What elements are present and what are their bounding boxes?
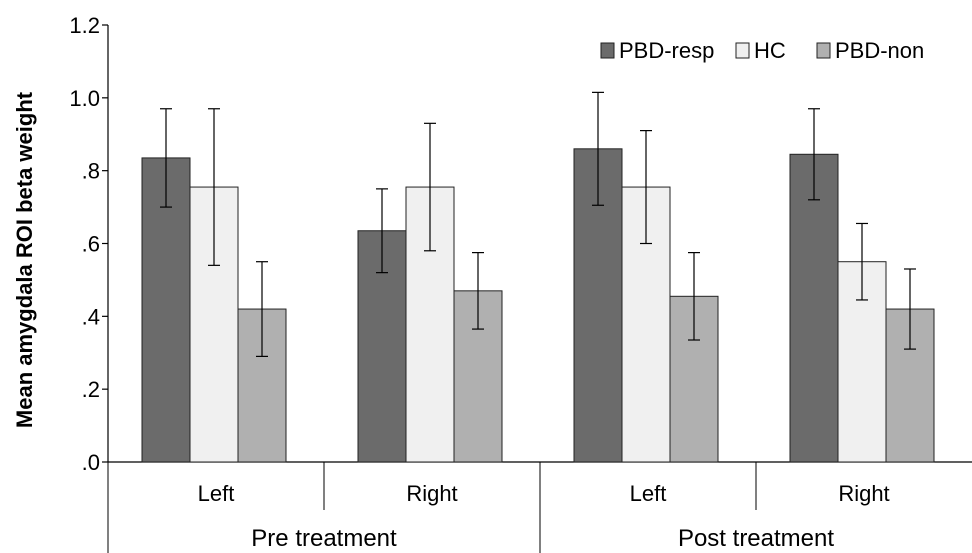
legend-swatch-pbd-resp	[600, 42, 615, 59]
y-axis-title: Mean amygdala ROI beta weight	[12, 91, 37, 428]
x-category-label: Right	[406, 481, 457, 506]
x-category-label: Left	[198, 481, 235, 506]
bar-pbd-resp	[141, 157, 191, 463]
y-tick-label: 1.0	[69, 86, 100, 111]
y-tick-label: .4	[82, 304, 100, 329]
bars	[141, 148, 935, 463]
x-category-label: Right	[838, 481, 889, 506]
y-tick-label: .0	[82, 450, 100, 475]
x-group-label: Pre treatment	[251, 525, 397, 552]
bar-pbd-resp	[789, 153, 839, 463]
error-bars	[160, 91, 916, 357]
y-tick-label: .2	[82, 377, 100, 402]
legend-swatch-pbd-non	[816, 42, 831, 59]
legend-label: PBD-non	[835, 38, 924, 63]
x-axis-labels: Left Right Left Right Pre treatment Post trea…	[198, 481, 890, 552]
legend: PBD-resp HC PBD-non	[600, 38, 924, 63]
legend-swatch-hc	[735, 42, 750, 59]
legend-label: PBD-resp	[619, 38, 714, 63]
y-tick-label: .8	[82, 159, 100, 184]
y-tick-label: .6	[82, 232, 100, 257]
x-category-label: Left	[630, 481, 667, 506]
y-tick-label: 1.2	[69, 13, 100, 38]
legend-label: HC	[754, 38, 786, 63]
x-group-label: Post treatment	[678, 525, 834, 552]
